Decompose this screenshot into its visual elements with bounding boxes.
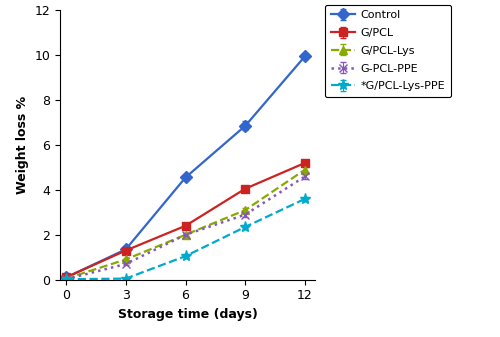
X-axis label: Storage time (days): Storage time (days) <box>118 308 258 321</box>
Legend: Control, G/PCL, G/PCL-Lys, G-PCL-PPE, *G/PCL-Lys-PPE: Control, G/PCL, G/PCL-Lys, G-PCL-PPE, *G… <box>325 5 451 97</box>
Y-axis label: Weight loss %: Weight loss % <box>16 96 29 194</box>
